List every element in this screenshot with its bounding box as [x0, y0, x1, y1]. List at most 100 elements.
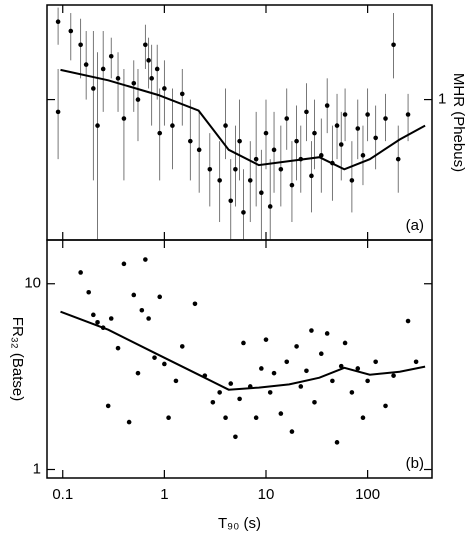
data-point — [179, 344, 185, 349]
data-point — [83, 62, 89, 67]
data-point — [253, 156, 259, 162]
data-point — [121, 116, 127, 121]
data-point — [135, 97, 141, 102]
data-point — [383, 116, 388, 121]
data-point — [289, 429, 295, 434]
data-point — [146, 58, 151, 63]
data-point — [334, 440, 340, 445]
data-point — [253, 415, 259, 421]
data-point — [349, 178, 355, 183]
x-tick-label: 10 — [258, 486, 275, 503]
data-point — [126, 419, 132, 425]
y-axis-label: FR₃₂ (Batse) — [9, 317, 26, 401]
data-point — [143, 42, 148, 48]
data-point — [338, 363, 344, 369]
data-point — [233, 167, 238, 172]
data-point — [162, 361, 167, 367]
plot-frame — [46, 239, 433, 479]
data-point — [131, 292, 137, 298]
trend-curve — [60, 310, 426, 391]
data-point — [355, 366, 361, 371]
data-point — [360, 153, 366, 158]
data-point — [259, 190, 264, 196]
data-point — [91, 86, 96, 91]
data-point — [241, 340, 246, 346]
data-point — [131, 80, 137, 86]
data-point — [304, 368, 309, 374]
data-point — [228, 381, 234, 386]
data-point — [349, 390, 355, 395]
panel-label: (b) — [406, 455, 424, 472]
data-point — [105, 403, 111, 409]
data-point — [294, 344, 299, 349]
data-point — [146, 316, 151, 321]
data-point — [338, 142, 344, 147]
data-point — [330, 378, 335, 384]
data-point — [405, 318, 411, 324]
x-tick-label: 0.1 — [52, 486, 73, 503]
data-point — [395, 156, 401, 162]
data-point — [413, 359, 419, 365]
data-point — [237, 138, 242, 144]
data-point — [294, 138, 299, 144]
data-point — [334, 123, 340, 128]
data-point — [192, 301, 198, 307]
data-point — [247, 178, 253, 183]
data-point — [278, 411, 284, 416]
data-point — [324, 331, 330, 336]
data-point — [228, 198, 234, 204]
data-point — [237, 396, 242, 402]
data-point — [170, 123, 175, 128]
data-point — [154, 66, 160, 72]
trend-curve — [60, 68, 426, 171]
data-point — [108, 53, 114, 59]
data-point — [86, 289, 91, 295]
data-point — [210, 400, 216, 405]
data-point — [365, 112, 370, 117]
data-point — [143, 257, 148, 262]
data-point — [312, 130, 317, 136]
data-point — [121, 261, 127, 267]
data-point — [233, 434, 238, 440]
data-point — [312, 400, 317, 405]
data-point — [263, 337, 269, 342]
data-point — [271, 147, 277, 153]
data-point — [78, 270, 83, 275]
data-point — [278, 167, 284, 172]
data-point — [162, 86, 167, 91]
data-point — [304, 109, 309, 115]
data-point — [263, 130, 269, 136]
data-point — [324, 103, 330, 108]
y-axis-label: MHR (Phebus) — [450, 73, 467, 172]
data-point — [373, 135, 378, 141]
data-point — [267, 204, 273, 209]
y-tick-label: 1 — [438, 91, 446, 108]
data-point — [108, 316, 114, 321]
data-point — [196, 147, 202, 153]
panel-label: (a) — [406, 217, 424, 234]
data-point — [207, 167, 213, 172]
data-point — [139, 307, 145, 313]
data-point — [284, 359, 290, 365]
data-point — [95, 320, 100, 325]
data-point — [55, 19, 61, 24]
data-point — [391, 42, 396, 48]
data-point — [223, 123, 228, 128]
data-point — [157, 294, 163, 300]
data-point — [259, 366, 264, 371]
data-point — [318, 351, 324, 357]
data-point — [241, 210, 246, 215]
data-point — [284, 116, 290, 121]
data-point — [365, 378, 370, 384]
y-tick-label: 1 — [33, 460, 41, 477]
data-point — [68, 28, 74, 34]
y-tick-label: 10 — [24, 275, 41, 292]
data-point — [173, 378, 179, 384]
x-axis-label: T₉₀ (s) — [218, 515, 261, 532]
data-point — [179, 91, 185, 97]
data-point — [223, 415, 228, 421]
data-point — [166, 415, 171, 421]
data-point — [115, 345, 121, 351]
data-point — [309, 173, 314, 179]
